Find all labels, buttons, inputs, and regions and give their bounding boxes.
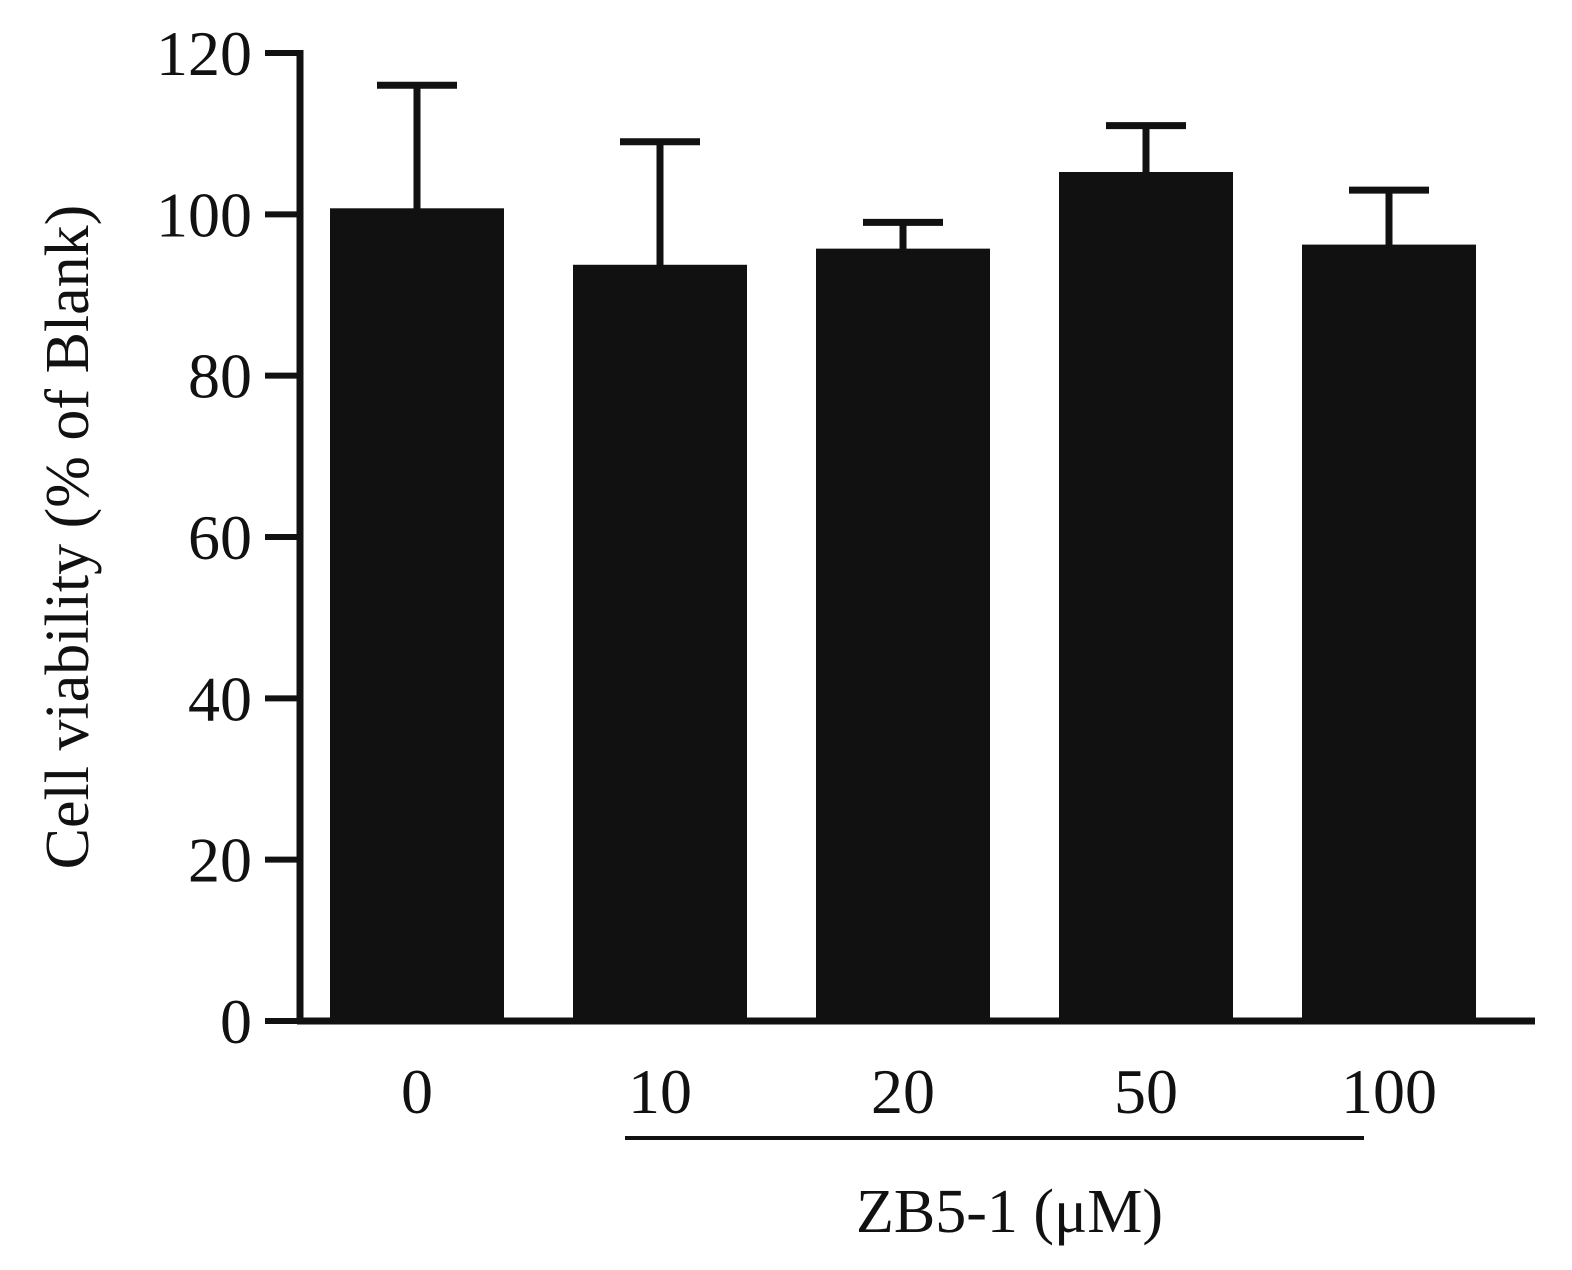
y-tick-label: 0 [220,986,252,1057]
y-tick-label: 120 [156,18,252,89]
bar [573,264,747,1023]
y-tick-label: 60 [188,502,252,573]
x-tick-label: 10 [628,1056,692,1127]
x-tick-label: 50 [1114,1056,1178,1127]
x-tick-label: 100 [1341,1056,1437,1127]
y-tick-label: 20 [188,825,252,896]
bar [816,248,990,1023]
error-bars-layer [377,81,1429,267]
x-tick-label: 0 [401,1056,433,1127]
bar [330,208,504,1024]
x-tick-label: 20 [871,1056,935,1127]
bar [1059,172,1233,1023]
bar [1302,244,1476,1024]
x-axis-tick-labels: 0 10 20 50 100 [401,1056,1437,1127]
y-tick-label: 100 [156,179,252,250]
y-tick-label: 40 [188,663,252,734]
x-axis-group-label: ZB5-1 (μM) [856,1178,1163,1246]
y-axis-title: Cell viability (% of Blank) [34,205,102,870]
y-axis-ticks: 0 20 40 60 80 100 120 [156,18,300,1057]
y-tick-label: 80 [188,341,252,412]
bars-layer [330,172,1476,1024]
